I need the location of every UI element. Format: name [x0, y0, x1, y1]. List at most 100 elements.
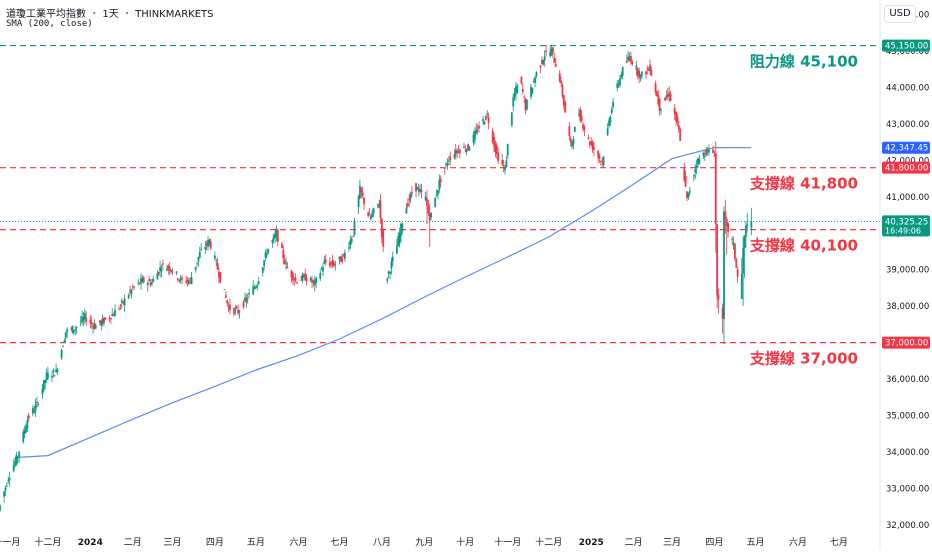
candle-body — [161, 263, 164, 265]
candle-body — [157, 272, 160, 274]
candle-body — [389, 272, 391, 274]
candle-body — [387, 271, 390, 274]
candle-body — [478, 125, 480, 129]
y-tick-label: 42,000.00 — [886, 156, 929, 166]
candle-body — [473, 131, 476, 140]
candle-body — [453, 154, 456, 158]
x-tick-label: 二月 — [625, 537, 643, 548]
candle-body — [727, 223, 729, 232]
candle-body — [207, 240, 209, 247]
candle-body — [311, 281, 313, 283]
candle-body — [274, 233, 276, 238]
candle-body — [245, 297, 248, 303]
candle-body — [390, 261, 393, 269]
candle-body — [742, 247, 745, 274]
candle-body — [18, 451, 21, 457]
candle-body — [740, 273, 743, 299]
data-source: THINKMARKETS — [135, 9, 214, 20]
currency-button[interactable]: USD — [884, 5, 916, 23]
candle-body — [215, 260, 218, 262]
candle-body — [361, 192, 364, 197]
candle-body — [14, 461, 16, 466]
candle-body — [90, 322, 93, 325]
candle-body — [639, 74, 642, 78]
candle-body — [601, 161, 604, 163]
interval-label[interactable]: 1天 — [102, 9, 119, 20]
candle-body — [285, 263, 287, 265]
candle-body — [369, 216, 372, 220]
candle-body — [621, 67, 624, 76]
candle-body — [333, 263, 335, 267]
candle-body — [89, 319, 92, 324]
candle-body — [408, 198, 411, 201]
candle-body — [386, 278, 389, 281]
candle-body — [673, 107, 676, 115]
candle-body — [580, 115, 583, 121]
candle-body — [264, 252, 267, 258]
candle-body — [255, 286, 257, 288]
candle-body — [242, 301, 245, 308]
candle-body — [160, 270, 163, 272]
candle-body — [363, 197, 365, 205]
candle-body — [638, 70, 641, 78]
x-tick-label: 五月 — [247, 537, 265, 548]
candle-body — [224, 295, 227, 298]
x-tick-label: 二月 — [124, 537, 142, 548]
candle-body — [616, 83, 619, 88]
candle-body — [382, 230, 385, 247]
candle-body — [721, 308, 724, 319]
candle-body — [697, 158, 699, 165]
candle-body — [140, 278, 142, 284]
candle-body — [597, 151, 599, 157]
candle-body — [55, 369, 58, 373]
candle-body — [81, 316, 84, 323]
candle-body — [33, 410, 36, 413]
candle-body — [204, 246, 207, 250]
candle-body — [539, 65, 542, 68]
candle-body — [446, 163, 449, 166]
candle-body — [550, 48, 553, 56]
candle-body — [141, 277, 144, 283]
candle-body — [291, 273, 294, 281]
candle-body — [100, 321, 103, 326]
candle-body — [122, 301, 125, 304]
indicator-legend[interactable]: SMA (200, close) — [6, 19, 93, 29]
candle-body — [185, 280, 188, 283]
symbol-header: 道瓊工業平均指數 ・ 1天 ・ THINKMARKETS — [6, 5, 214, 20]
candle-body — [627, 56, 630, 61]
candle-body — [290, 270, 293, 278]
candle-body — [129, 290, 131, 292]
candle-body — [434, 197, 437, 207]
support-price-tag-bg — [882, 161, 930, 174]
candle-body — [56, 369, 59, 372]
candle-body — [463, 146, 465, 148]
x-tick-label: 2025 — [579, 538, 604, 548]
candle-body — [631, 61, 634, 65]
candle-body — [378, 204, 380, 208]
candle-body — [676, 117, 679, 123]
candle-body — [60, 350, 63, 359]
candle-body — [706, 149, 709, 152]
candle-body — [253, 287, 256, 289]
candle-body — [698, 158, 701, 165]
resistance-price-tag-bg — [882, 39, 930, 52]
candle-body — [541, 60, 543, 64]
candle-body — [561, 84, 564, 97]
candle-body — [196, 262, 198, 264]
candle-body — [628, 56, 631, 61]
candle-body — [458, 149, 461, 154]
candle-body — [443, 168, 446, 170]
candle-body — [233, 307, 235, 314]
candle-body — [235, 306, 238, 308]
candle-body — [149, 282, 152, 285]
candle-body — [167, 266, 170, 269]
candle-body — [0, 505, 1, 511]
candle-body — [380, 218, 383, 238]
candle-body — [261, 267, 264, 273]
candle-body — [213, 255, 216, 259]
candle-body — [395, 245, 398, 254]
candle-body — [313, 280, 316, 286]
candle-body — [695, 165, 698, 168]
